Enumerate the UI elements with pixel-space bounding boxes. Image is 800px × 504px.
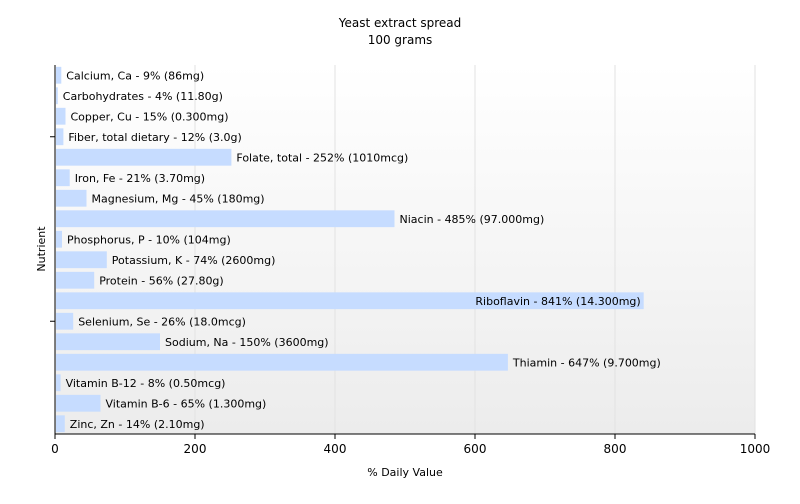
bar-label: Sodium, Na - 150% (3600mg) <box>165 336 329 349</box>
bar-label: Riboflavin - 841% (14.300mg) <box>475 295 640 308</box>
bar <box>56 333 160 351</box>
bar-label: Thiamin - 647% (9.700mg) <box>512 356 661 369</box>
bar-label: Vitamin B-6 - 65% (1.300mg) <box>106 397 267 410</box>
bar-label: Magnesium, Mg - 45% (180mg) <box>92 192 265 205</box>
bar <box>56 394 101 412</box>
bar <box>56 189 87 207</box>
chart-title: Yeast extract spread <box>338 16 462 30</box>
bar-label: Folate, total - 252% (1010mcg) <box>236 151 408 164</box>
x-axis-label: % Daily Value <box>367 466 443 479</box>
bar-label: Carbohydrates - 4% (11.80g) <box>63 90 223 103</box>
y-axis-label: Nutrient <box>35 226 48 272</box>
axes: 0 200 400 600 800 1000 <box>50 65 770 456</box>
bar-label: Copper, Cu - 15% (0.300mg) <box>71 110 229 123</box>
bars: Calcium, Ca - 9% (86mg) Carbohydrates - 4… <box>56 66 661 433</box>
bar-label: Zinc, Zn - 14% (2.10mg) <box>70 418 205 431</box>
x-tick-label: 400 <box>324 442 347 456</box>
x-tick-label: 200 <box>184 442 207 456</box>
bar <box>56 169 70 187</box>
x-tick-label: 600 <box>464 442 487 456</box>
x-tick-label: 0 <box>51 442 59 456</box>
chart-subtitle: 100 grams <box>368 33 433 47</box>
bar-label: Niacin - 485% (97.000mg) <box>400 213 545 226</box>
bar <box>56 210 395 228</box>
bar <box>56 374 61 392</box>
bar <box>56 148 232 166</box>
plot-area <box>55 65 755 434</box>
bar <box>56 292 644 310</box>
bar <box>56 415 65 433</box>
bar-label: Calcium, Ca - 9% (86mg) <box>66 69 204 82</box>
bar-label: Fiber, total dietary - 12% (3.0g) <box>68 131 241 144</box>
x-tick-label: 1000 <box>740 442 771 456</box>
gridlines <box>194 65 756 434</box>
bar-label: Protein - 56% (27.80g) <box>99 274 224 287</box>
bar <box>56 128 64 146</box>
bar-label: Phosphorus, P - 10% (104mg) <box>67 233 231 246</box>
bar <box>56 271 95 289</box>
bar <box>56 251 107 269</box>
bar <box>56 312 74 330</box>
bar-label: Selenium, Se - 26% (18.0mcg) <box>78 315 246 328</box>
bar <box>56 230 62 248</box>
bar <box>56 107 66 125</box>
bar-label: Vitamin B-12 - 8% (0.50mcg) <box>66 377 226 390</box>
bar <box>56 66 62 84</box>
bar <box>56 87 58 105</box>
bar <box>56 353 508 371</box>
bar-label: Iron, Fe - 21% (3.70mg) <box>75 172 205 185</box>
bar-label: Potassium, K - 74% (2600mg) <box>112 254 276 267</box>
x-tick-label: 800 <box>604 442 627 456</box>
